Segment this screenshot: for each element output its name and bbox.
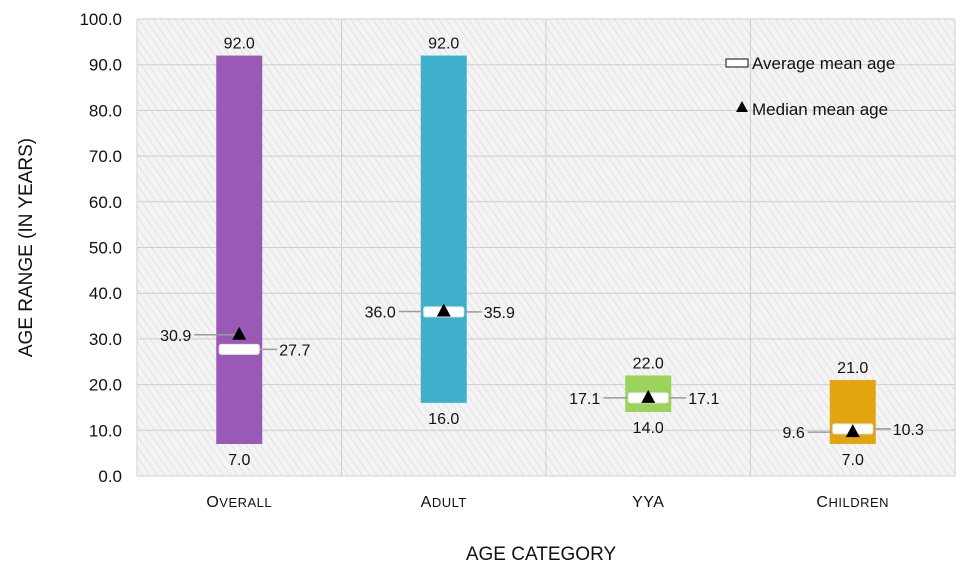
- y-axis-ticks: 0.0 10.0 20.0 30.0 40.0 50.0 60.0 70.0 80.0 90.0 1…: [79, 10, 122, 486]
- category-label: ADULT: [421, 494, 467, 511]
- min-value-label: 7.0: [842, 452, 864, 469]
- y-tick-label: 60.0: [89, 193, 122, 212]
- y-tick-label: 40.0: [89, 284, 122, 303]
- legend-median-marker: [736, 101, 748, 112]
- average-value-label: 10.3: [893, 422, 924, 439]
- range-bar: [420, 55, 467, 403]
- y-tick-label: 50.0: [89, 239, 122, 258]
- legend-average-marker: [725, 58, 749, 68]
- average-value-label: 17.1: [688, 391, 719, 408]
- y-tick-label: 90.0: [89, 56, 122, 75]
- median-value-label: 9.6: [783, 425, 805, 442]
- range-bar: [216, 55, 263, 445]
- median-marker: [436, 303, 451, 317]
- min-value-label: 14.0: [633, 420, 664, 437]
- average-marker: [218, 343, 260, 355]
- range-bars: [194, 55, 891, 445]
- grid-lines: [136, 18, 956, 477]
- category-label: CHILDREN: [816, 494, 889, 511]
- y-axis-title: AGE RANGE (IN YEARS): [16, 138, 37, 357]
- max-value-label: 21.0: [837, 360, 868, 377]
- legend-average-label: Average mean age: [752, 54, 895, 73]
- average-value-label: 27.7: [279, 342, 310, 359]
- average-value-label: 35.9: [484, 305, 515, 322]
- max-value-label: 92.0: [428, 36, 459, 53]
- median-marker: [641, 389, 656, 403]
- min-value-label: 7.0: [228, 452, 250, 469]
- max-value-label: 22.0: [633, 355, 664, 372]
- y-tick-label: 70.0: [89, 147, 122, 166]
- data-labels: 92.0 7.0 27.7 30.9 92.0 16.0 35.9 36.0 22.0 14.0 1…: [160, 36, 924, 469]
- y-tick-label: 10.0: [89, 421, 122, 440]
- x-axis-categories: OVERALL ADULT YYA CHILDREN: [206, 494, 889, 511]
- y-tick-label: 20.0: [89, 376, 122, 395]
- median-value-label: 36.0: [365, 304, 396, 321]
- category-label: YYA: [632, 494, 664, 511]
- category-label: OVERALL: [206, 494, 272, 511]
- median-value-label: 17.1: [569, 391, 600, 408]
- max-value-label: 92.0: [224, 36, 255, 53]
- y-tick-label: 0.0: [98, 467, 122, 486]
- y-tick-label: 80.0: [89, 101, 122, 120]
- legend-median-label: Median mean age: [752, 100, 888, 119]
- y-tick-label: 100.0: [79, 10, 122, 29]
- y-tick-label: 30.0: [89, 330, 122, 349]
- min-value-label: 16.0: [428, 411, 459, 428]
- legend: Average mean age Median mean age: [725, 54, 895, 119]
- median-value-label: 30.9: [160, 328, 191, 345]
- median-marker: [232, 326, 247, 340]
- median-marker: [845, 424, 860, 438]
- x-axis-title: AGE CATEGORY: [466, 544, 617, 564]
